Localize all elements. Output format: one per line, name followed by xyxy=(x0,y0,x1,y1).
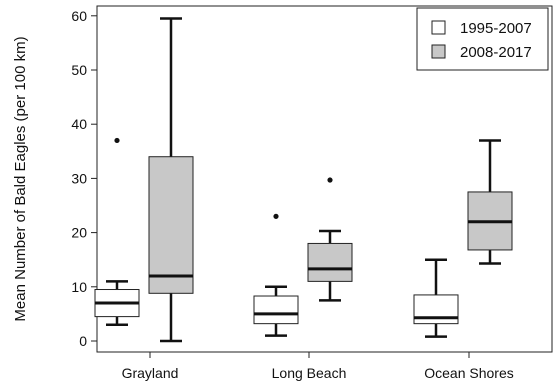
legend-swatch xyxy=(431,20,446,35)
box-1-2 xyxy=(467,139,513,265)
outlier-point xyxy=(327,177,333,183)
iqr-box xyxy=(413,294,459,325)
outlier-point xyxy=(273,213,279,219)
iqr-box xyxy=(253,295,299,325)
legend-box xyxy=(416,7,549,71)
y-tick-label: 50 xyxy=(71,62,87,78)
outlier-point xyxy=(114,137,120,144)
y-axis-title: Mean Number of Bald Eagles (per 100 km) xyxy=(12,36,29,321)
legend-label: 2008-2017 xyxy=(460,44,532,61)
legend-swatch xyxy=(431,44,446,59)
y-tick-label: 20 xyxy=(71,225,87,241)
box-0-1 xyxy=(253,213,299,337)
legend-label: 1995-2007 xyxy=(460,20,532,37)
iqr-box xyxy=(307,242,353,282)
y-tick-label: 0 xyxy=(79,333,87,349)
x-tick-label: Long Beach xyxy=(272,365,347,381)
y-tick-label: 10 xyxy=(71,279,87,295)
legend: 1995-2007 2008-2017 xyxy=(416,7,549,71)
box-1-1 xyxy=(307,177,353,302)
axes: 0 10 20 30 40 50 60 Grayland Long Beach Ocean Sho… xyxy=(71,5,553,381)
box-0-0 xyxy=(94,137,140,326)
y-tick-label: 60 xyxy=(71,8,87,24)
plot-frame xyxy=(96,5,553,353)
box-1-0 xyxy=(148,17,194,343)
box-0-2 xyxy=(413,258,459,338)
y-tick-label: 40 xyxy=(71,116,87,132)
x-tick-label: Grayland xyxy=(122,365,179,381)
iqr-box xyxy=(148,156,194,294)
y-tick-label: 30 xyxy=(71,170,87,186)
x-tick-label: Ocean Shores xyxy=(424,365,514,381)
boxes xyxy=(94,17,513,343)
